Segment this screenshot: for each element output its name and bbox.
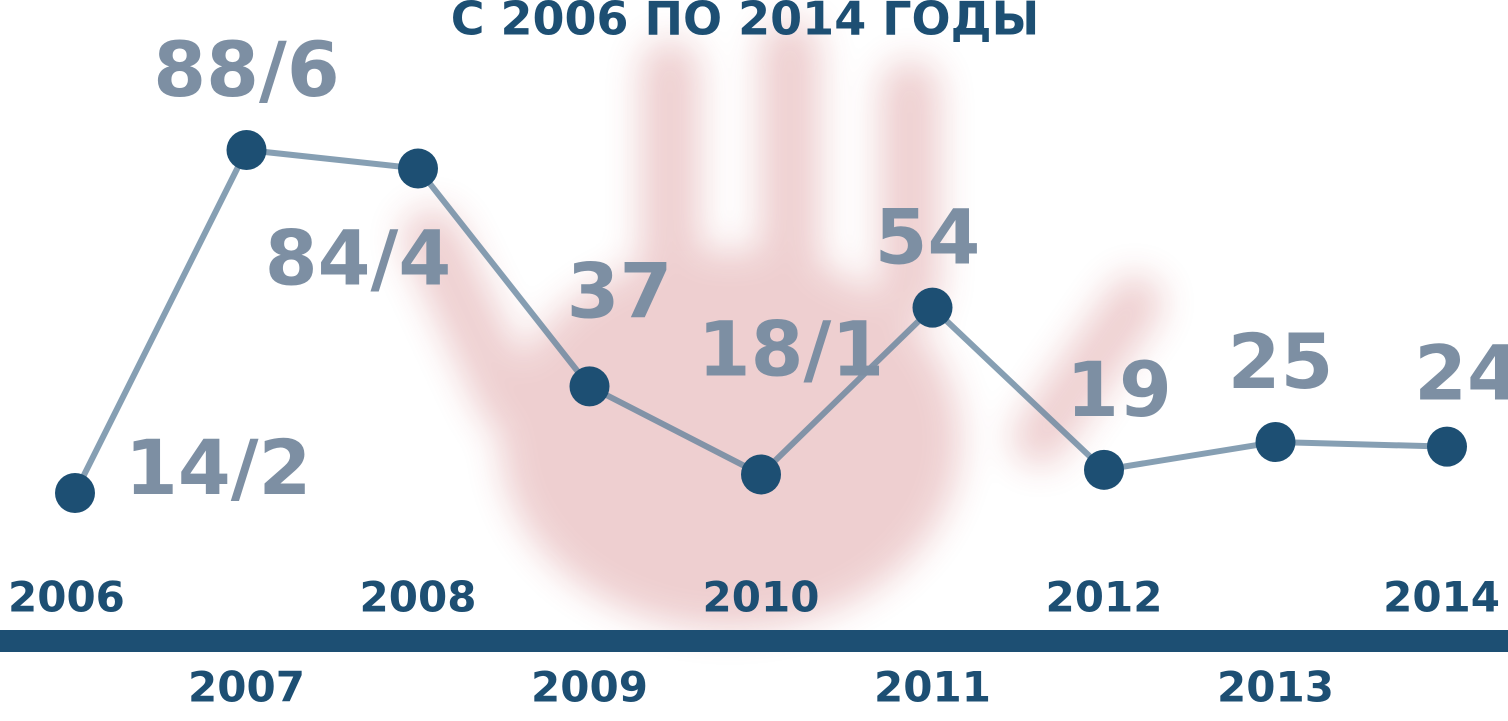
data-label: 54 <box>875 193 981 282</box>
chart-title: С 2006 ПО 2014 ГОДЫ <box>451 0 1040 46</box>
data-label: 14/2 <box>125 423 311 512</box>
x-tick-label: 2011 <box>874 663 991 712</box>
x-tick-label: 2014 <box>1383 573 1500 622</box>
x-tick-label: 2010 <box>703 573 820 622</box>
point <box>227 130 267 170</box>
point <box>913 288 953 328</box>
data-label: 84/4 <box>265 214 451 303</box>
chart: С 2006 ПО 2014 ГОДЫ 2006 2007 2008 2009 2010… <box>0 0 1508 721</box>
point <box>1256 422 1296 462</box>
data-label: 25 <box>1228 317 1334 406</box>
x-tick-label: 2006 <box>8 573 125 622</box>
data-label: 24 <box>1414 329 1508 418</box>
x-tick-label: 2012 <box>1046 573 1163 622</box>
x-tick-label: 2013 <box>1217 663 1334 712</box>
point <box>398 149 438 189</box>
axis-bar <box>0 630 1508 652</box>
data-label: 88/6 <box>153 25 339 114</box>
data-label: 18/1 <box>698 304 884 393</box>
x-tick-label: 2007 <box>188 663 305 712</box>
point <box>570 366 610 406</box>
data-label: 37 <box>567 246 673 335</box>
point <box>1084 450 1124 490</box>
point <box>1427 427 1467 467</box>
x-tick-label: 2008 <box>360 573 477 622</box>
x-tick-label: 2009 <box>531 663 648 712</box>
point <box>55 473 95 513</box>
point <box>741 454 781 494</box>
data-label: 19 <box>1066 345 1172 434</box>
